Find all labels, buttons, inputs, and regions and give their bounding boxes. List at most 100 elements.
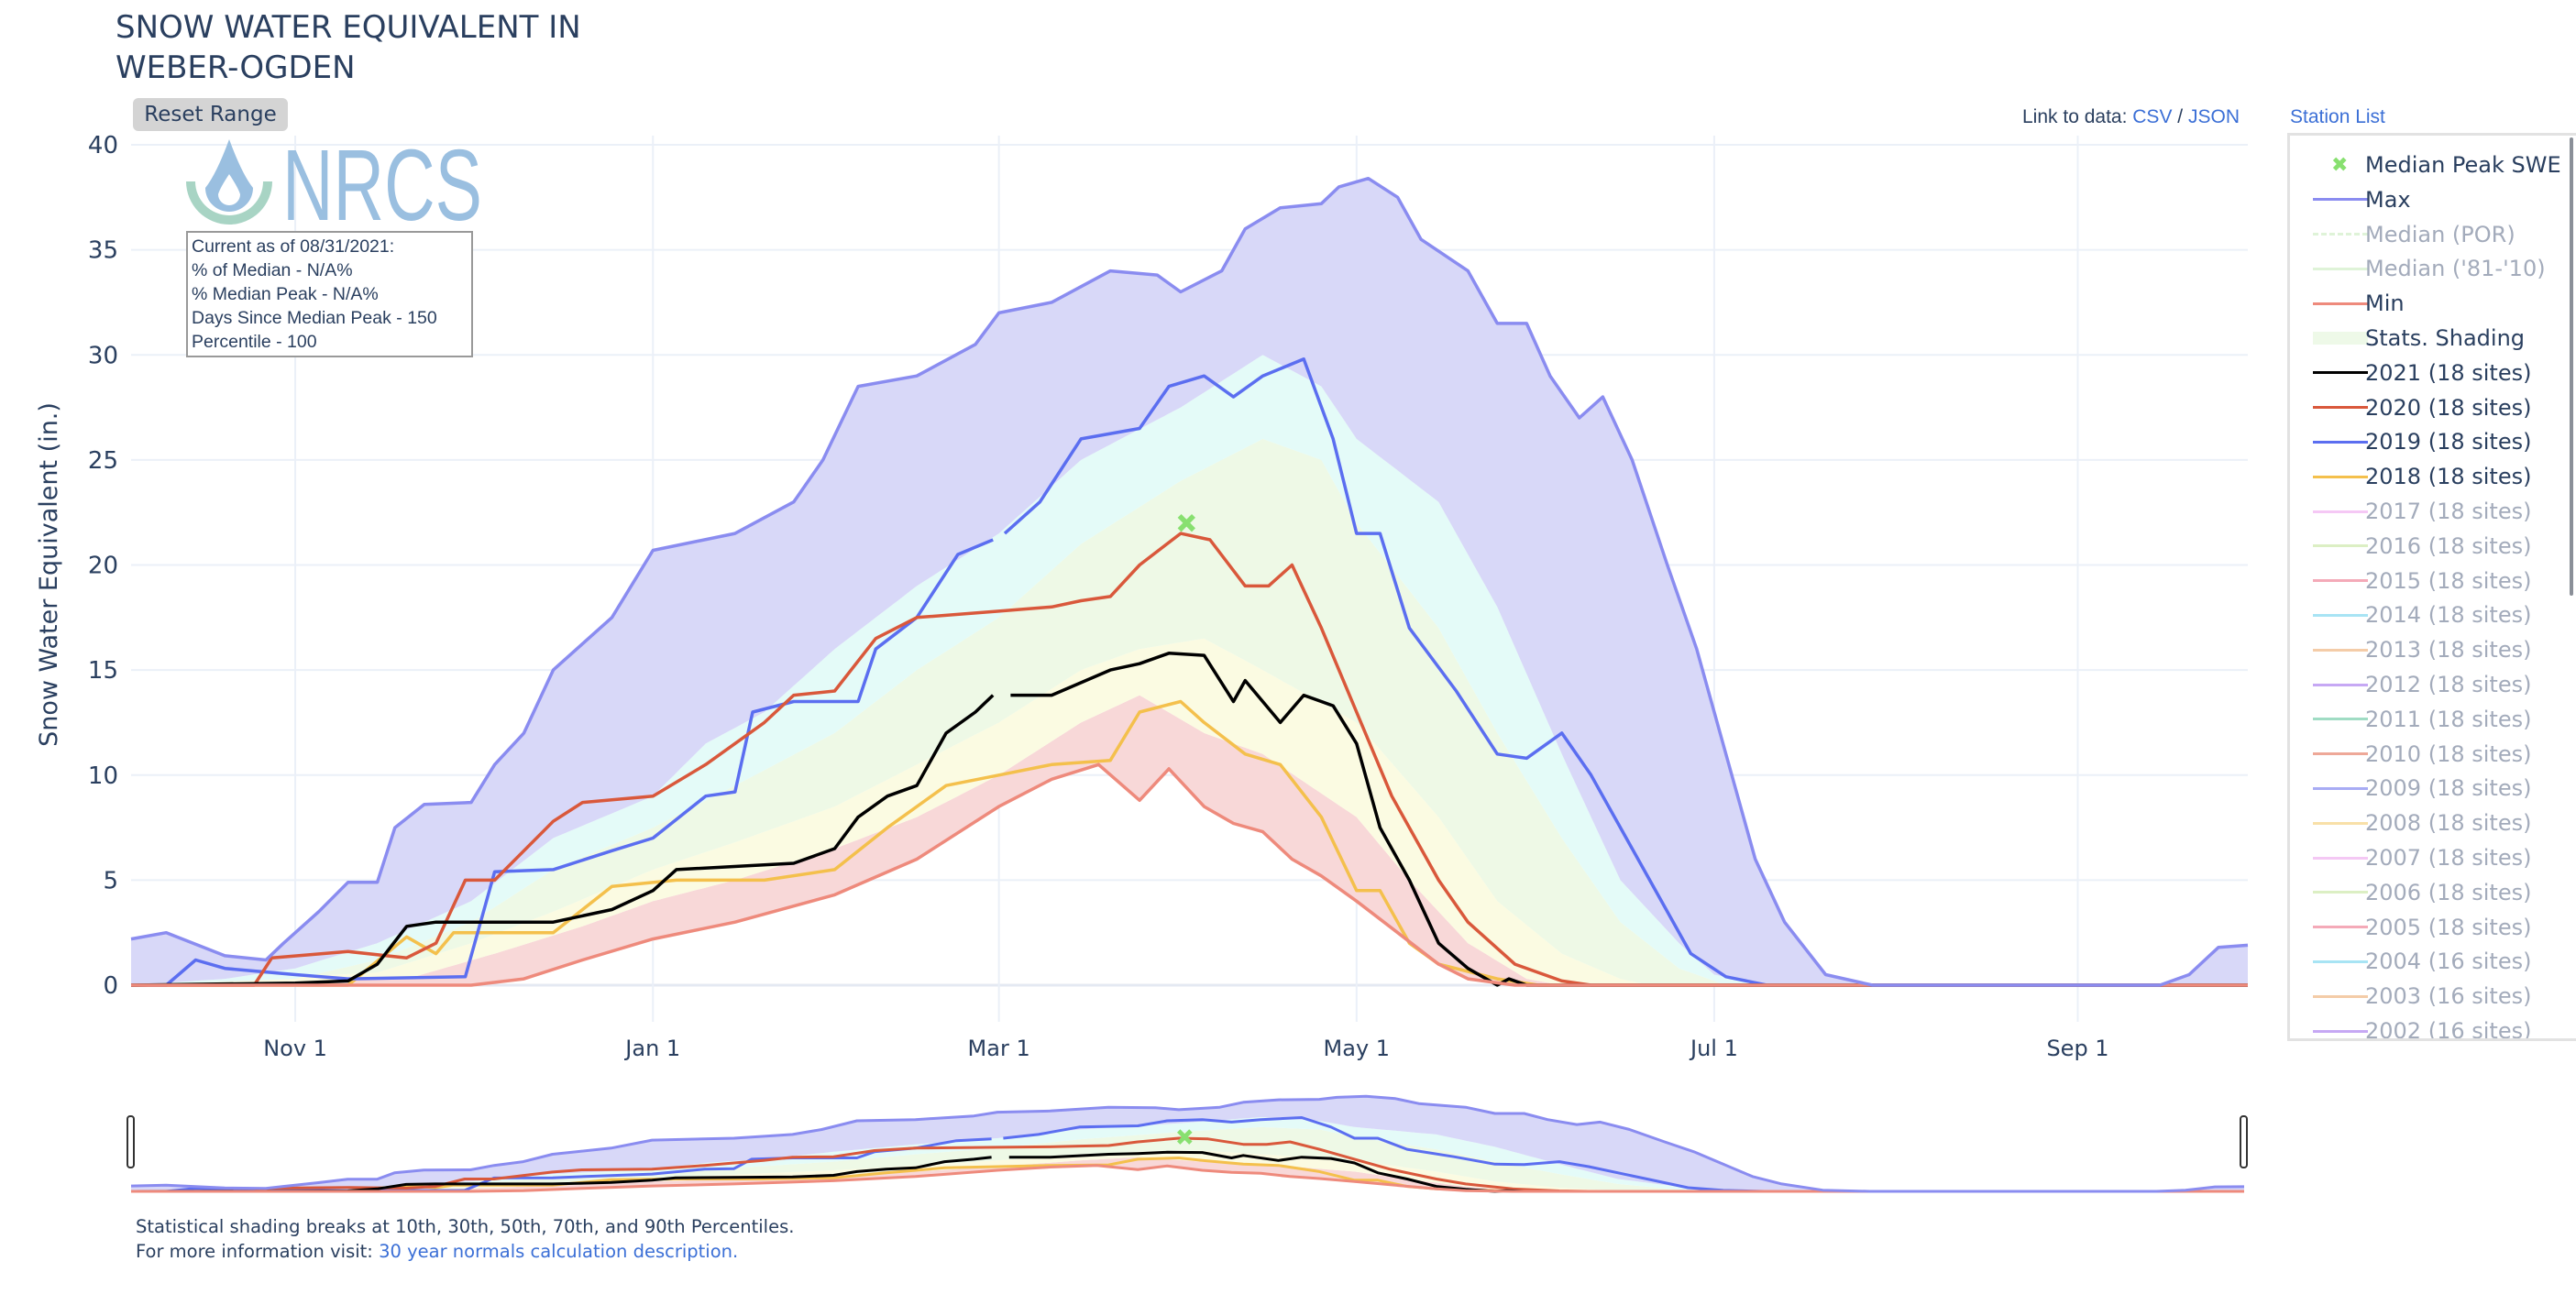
legend-label: Max bbox=[2365, 186, 2411, 213]
legend-label: 2017 (18 sites) bbox=[2365, 499, 2532, 524]
legend-label: 2010 (18 sites) bbox=[2365, 740, 2532, 767]
legend-label: 2011 (18 sites) bbox=[2365, 706, 2532, 732]
legend-item[interactable]: Max bbox=[2290, 183, 2576, 216]
legend-label: 2012 (18 sites) bbox=[2365, 672, 2532, 697]
legend-item[interactable]: 2007 (18 sites) bbox=[2290, 841, 2576, 874]
legend-label: Stats. Shading bbox=[2365, 325, 2526, 351]
legend-item[interactable]: ✖ Median Peak SWE bbox=[2290, 148, 2576, 181]
legend-item[interactable]: 2005 (18 sites) bbox=[2290, 911, 2576, 944]
legend-item[interactable]: 2011 (18 sites) bbox=[2290, 703, 2576, 736]
legend-item[interactable]: Stats. Shading bbox=[2290, 322, 2576, 355]
legend-swatch bbox=[2313, 786, 2368, 790]
series-line-2018 bbox=[131, 699, 2248, 987]
legend-swatch bbox=[2313, 960, 2368, 963]
legend-item[interactable]: 2002 (16 sites) bbox=[2290, 1014, 2576, 1038]
legend-swatch bbox=[2313, 332, 2368, 345]
reset-range-button[interactable]: Reset Range bbox=[133, 98, 288, 131]
chart-title: SNOW WATER EQUIVALENT IN WEBER-OGDEN bbox=[116, 7, 581, 88]
legend-swatch bbox=[2313, 579, 2368, 583]
normals-description-link[interactable]: 30 year normals calculation description. bbox=[379, 1241, 739, 1262]
legend-swatch bbox=[2313, 994, 2368, 998]
series-line-2019 bbox=[131, 357, 2248, 987]
y-tick-label: 10 bbox=[88, 762, 118, 790]
legend-item[interactable]: 2012 (18 sites) bbox=[2290, 668, 2576, 701]
legend-label: 2015 (18 sites) bbox=[2365, 567, 2532, 594]
legend-swatch bbox=[2313, 648, 2368, 652]
x-tick-label: Jan 1 bbox=[623, 1036, 680, 1061]
legend-swatch bbox=[2313, 613, 2368, 617]
legend-swatch bbox=[2313, 544, 2368, 548]
legend-item[interactable]: 2013 (18 sites) bbox=[2290, 633, 2576, 666]
legend-swatch bbox=[2313, 475, 2368, 478]
info-current-as-of: Current as of 08/31/2021: bbox=[192, 236, 395, 257]
axis-ticks: 0 5 10 15 20 25 30 35 40 Nov 1 Jan 1 Mar 1 May 1 Jul … bbox=[88, 132, 2109, 1061]
legend-item[interactable]: Median (POR) bbox=[2290, 218, 2576, 251]
shading-band-10-30 bbox=[131, 695, 2248, 985]
json-link[interactable]: JSON bbox=[2187, 106, 2240, 127]
series-line-min bbox=[131, 762, 2248, 987]
legend-item[interactable]: Median ('81-'10) bbox=[2290, 252, 2576, 285]
legend-label: 2018 (18 sites) bbox=[2365, 464, 2532, 490]
legend-label: 2019 (18 sites) bbox=[2365, 429, 2532, 455]
legend-label: 2003 (16 sites) bbox=[2365, 983, 2532, 1010]
more-info-prefix: For more information visit: bbox=[136, 1241, 373, 1262]
legend-swatch bbox=[2313, 302, 2368, 305]
legend-item[interactable]: 2010 (18 sites) bbox=[2290, 738, 2576, 771]
legend-item[interactable]: 2020 (18 sites) bbox=[2290, 391, 2576, 424]
range-slider[interactable] bbox=[127, 1094, 2248, 1193]
stats-shading bbox=[131, 178, 2248, 985]
legend-label: 2014 (18 sites) bbox=[2365, 602, 2532, 629]
legend-item[interactable]: 2015 (18 sites) bbox=[2290, 565, 2576, 598]
slider-median-peak-marker[interactable] bbox=[1177, 1129, 1193, 1145]
station-list-link[interactable]: Station List bbox=[2290, 106, 2385, 127]
slider-shading-band-30-50 bbox=[131, 1150, 2244, 1191]
legend-scrollbar[interactable] bbox=[2570, 137, 2573, 596]
link-separator: / bbox=[2177, 106, 2184, 127]
legend-item[interactable]: 2021 (18 sites) bbox=[2290, 356, 2576, 389]
shading-band-90-max bbox=[131, 178, 2248, 985]
legend-label: 2008 (18 sites) bbox=[2365, 810, 2532, 837]
chart-title-line1: SNOW WATER EQUIVALENT IN bbox=[116, 9, 581, 46]
slider-series-line-2019 bbox=[131, 1116, 2244, 1193]
legend-swatch bbox=[2313, 233, 2368, 236]
y-tick-label: 40 bbox=[88, 132, 118, 159]
legend-label: 2007 (18 sites) bbox=[2365, 845, 2532, 871]
series-line-2020 bbox=[131, 532, 2248, 987]
legend-item[interactable]: 2018 (18 sites) bbox=[2290, 460, 2576, 493]
legend-swatch bbox=[2313, 371, 2368, 375]
slider-left-handle[interactable] bbox=[127, 1115, 135, 1168]
slider-series-line-2020 bbox=[131, 1136, 2244, 1193]
y-tick-label: 35 bbox=[88, 237, 118, 265]
legend-label: 2006 (18 sites) bbox=[2365, 879, 2532, 905]
logo-text: NRCS bbox=[282, 129, 482, 242]
info-days-since-peak: Days Since Median Peak - 150 bbox=[192, 308, 437, 328]
legend-item[interactable]: 2008 (18 sites) bbox=[2290, 806, 2576, 839]
legend-label: Median (POR) bbox=[2365, 221, 2515, 247]
legend-item[interactable]: 2004 (16 sites) bbox=[2290, 945, 2576, 978]
legend-swatch bbox=[2313, 440, 2368, 444]
legend-item[interactable]: 2009 (18 sites) bbox=[2290, 772, 2576, 805]
legend-swatch bbox=[2313, 510, 2368, 513]
csv-link[interactable]: CSV bbox=[2132, 106, 2173, 127]
y-tick-label: 20 bbox=[88, 553, 118, 580]
legend-item[interactable]: 2017 (18 sites) bbox=[2290, 495, 2576, 528]
info-percentile: Percentile - 100 bbox=[192, 332, 317, 352]
y-tick-label: 15 bbox=[88, 657, 118, 685]
legend-item[interactable]: 2006 (18 sites) bbox=[2290, 876, 2576, 909]
slider-lines bbox=[130, 1094, 2245, 1193]
legend-item[interactable]: 2019 (18 sites) bbox=[2290, 425, 2576, 458]
water-drop-icon bbox=[205, 139, 253, 212]
x-tick-label: Nov 1 bbox=[263, 1036, 327, 1061]
legend-item[interactable]: 2014 (18 sites) bbox=[2290, 598, 2576, 631]
median-peak-marker[interactable] bbox=[1177, 513, 1195, 532]
legend-swatch bbox=[2313, 683, 2368, 686]
legend-item[interactable]: Min bbox=[2290, 287, 2576, 320]
legend-item[interactable]: 2003 (16 sites) bbox=[2290, 980, 2576, 1013]
legend-item[interactable]: 2016 (18 sites) bbox=[2290, 530, 2576, 563]
slider-right-handle[interactable] bbox=[2240, 1115, 2248, 1168]
legend-swatch bbox=[2313, 406, 2368, 410]
shading-band-50-70 bbox=[131, 438, 2248, 985]
x-tick-label: May 1 bbox=[1324, 1036, 1391, 1061]
chart-title-line2: WEBER-OGDEN bbox=[116, 49, 356, 86]
